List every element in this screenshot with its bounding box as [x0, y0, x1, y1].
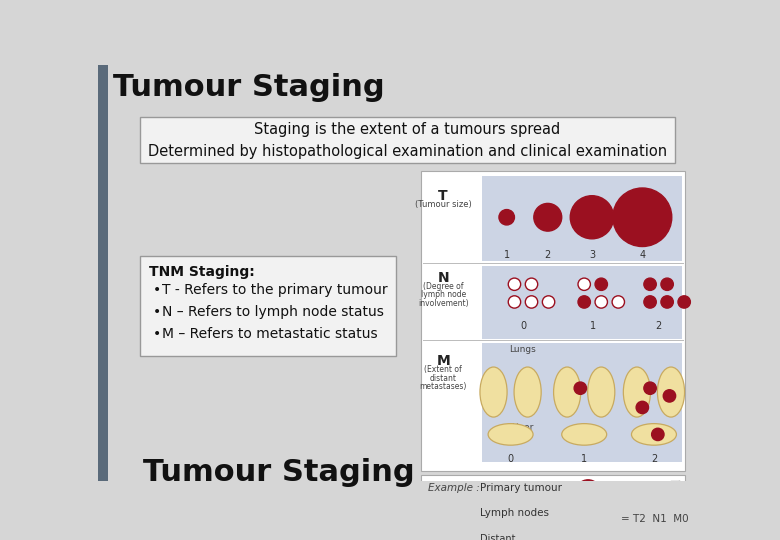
Text: 3: 3: [589, 251, 595, 260]
Circle shape: [595, 296, 608, 308]
Ellipse shape: [554, 367, 581, 417]
Circle shape: [644, 278, 656, 291]
Circle shape: [661, 296, 673, 308]
Text: 1: 1: [590, 321, 596, 331]
Ellipse shape: [623, 367, 651, 417]
Text: 2: 2: [651, 454, 657, 464]
Text: metastases): metastases): [420, 382, 467, 391]
Circle shape: [636, 401, 648, 414]
Text: Lungs: Lungs: [509, 345, 536, 354]
Text: •: •: [153, 284, 161, 298]
Circle shape: [678, 296, 690, 308]
Circle shape: [578, 296, 590, 308]
Ellipse shape: [587, 367, 615, 417]
Circle shape: [542, 296, 555, 308]
Circle shape: [661, 278, 673, 291]
Text: M – Refers to metastatic status: M – Refers to metastatic status: [161, 327, 378, 341]
Circle shape: [644, 382, 656, 394]
Circle shape: [644, 296, 656, 308]
Text: (Tumour size): (Tumour size): [415, 200, 472, 208]
Bar: [482, 343, 682, 462]
Bar: [140, 117, 675, 164]
Circle shape: [595, 278, 608, 291]
Text: 2: 2: [655, 321, 661, 331]
Bar: [98, 65, 108, 481]
Text: Tumour Staging: Tumour Staging: [143, 458, 414, 487]
Text: distant: distant: [430, 374, 456, 382]
Text: 0: 0: [508, 454, 514, 464]
Circle shape: [525, 296, 537, 308]
Text: 0: 0: [520, 321, 526, 331]
Text: T - Refers to the primary tumour: T - Refers to the primary tumour: [161, 284, 388, 298]
Circle shape: [509, 278, 521, 291]
Circle shape: [499, 210, 515, 225]
Ellipse shape: [514, 367, 541, 417]
Text: •: •: [153, 327, 161, 341]
Text: T: T: [438, 189, 448, 202]
Bar: [421, 475, 685, 540]
Text: 2: 2: [544, 251, 551, 260]
Ellipse shape: [597, 514, 624, 540]
Ellipse shape: [658, 367, 685, 417]
Text: Distant
metastases
(none): Distant metastases (none): [480, 534, 536, 540]
Circle shape: [576, 521, 587, 531]
Text: •: •: [153, 305, 161, 319]
Text: TNM Staging:: TNM Staging:: [150, 265, 255, 279]
Circle shape: [574, 382, 587, 394]
Text: Example :: Example :: [427, 483, 480, 493]
Circle shape: [570, 195, 614, 239]
Circle shape: [651, 428, 664, 441]
Ellipse shape: [488, 423, 533, 445]
Text: Lymph nodes: Lymph nodes: [480, 508, 548, 517]
Circle shape: [613, 188, 672, 247]
Text: M: M: [436, 354, 450, 368]
Text: lymph node: lymph node: [420, 291, 466, 299]
Circle shape: [612, 296, 625, 308]
Bar: [140, 256, 396, 356]
Text: (Extent of: (Extent of: [424, 365, 462, 374]
Text: N – Refers to lymph node status: N – Refers to lymph node status: [161, 305, 384, 319]
Circle shape: [576, 480, 601, 504]
Circle shape: [590, 508, 601, 519]
Bar: [482, 177, 682, 261]
Ellipse shape: [562, 423, 607, 445]
Text: Liver: Liver: [511, 423, 534, 432]
Circle shape: [590, 521, 601, 531]
Text: 1: 1: [504, 251, 510, 260]
Circle shape: [534, 204, 562, 231]
Bar: [482, 266, 682, 339]
Text: Staging is the extent of a tumours spread
Determined by histopathological examin: Staging is the extent of a tumours sprea…: [148, 122, 667, 159]
Text: N: N: [438, 271, 449, 285]
Text: Primary tumour: Primary tumour: [480, 483, 562, 493]
Ellipse shape: [563, 514, 590, 540]
Circle shape: [509, 296, 521, 308]
Ellipse shape: [632, 423, 676, 445]
Text: 4: 4: [640, 251, 645, 260]
Circle shape: [663, 390, 675, 402]
Bar: [421, 171, 685, 471]
Text: 1: 1: [581, 454, 587, 464]
Circle shape: [525, 278, 537, 291]
Circle shape: [604, 521, 615, 531]
Ellipse shape: [480, 367, 507, 417]
Circle shape: [576, 508, 587, 519]
Circle shape: [578, 278, 590, 291]
Text: = T2  N1  M0: = T2 N1 M0: [622, 514, 689, 524]
Text: (Degree of: (Degree of: [423, 282, 463, 291]
Text: involvement): involvement): [418, 299, 469, 308]
Text: Tumour Staging: Tumour Staging: [113, 72, 385, 102]
